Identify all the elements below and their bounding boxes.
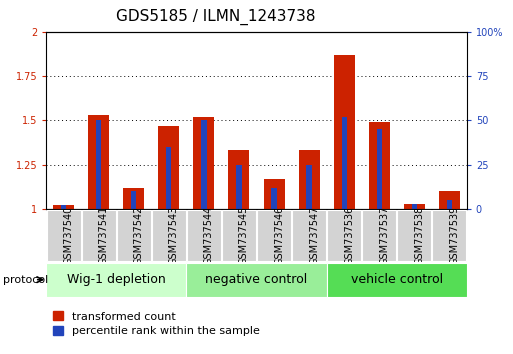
Bar <box>342 117 347 209</box>
FancyBboxPatch shape <box>82 210 115 261</box>
Bar <box>264 179 285 209</box>
Text: negative control: negative control <box>205 273 308 286</box>
FancyBboxPatch shape <box>186 263 327 297</box>
Bar <box>193 117 214 209</box>
FancyBboxPatch shape <box>432 210 466 261</box>
Bar <box>123 188 144 209</box>
FancyBboxPatch shape <box>327 210 361 261</box>
Bar <box>88 115 109 209</box>
Bar <box>404 204 425 209</box>
Bar <box>299 150 320 209</box>
FancyBboxPatch shape <box>257 210 291 261</box>
Bar <box>201 120 207 209</box>
FancyBboxPatch shape <box>47 210 81 261</box>
Bar <box>159 126 180 209</box>
Text: GSM737545: GSM737545 <box>239 206 249 265</box>
Text: GSM737540: GSM737540 <box>64 206 74 265</box>
Bar <box>53 205 74 209</box>
Bar <box>61 205 66 209</box>
Bar <box>411 204 417 209</box>
Text: GSM737539: GSM737539 <box>449 206 459 265</box>
Bar <box>236 165 242 209</box>
Text: GSM737537: GSM737537 <box>379 206 389 265</box>
FancyBboxPatch shape <box>152 210 186 261</box>
FancyBboxPatch shape <box>362 210 396 261</box>
Text: Wig-1 depletion: Wig-1 depletion <box>67 273 166 286</box>
FancyBboxPatch shape <box>46 263 186 297</box>
Bar <box>306 165 312 209</box>
Text: GSM737547: GSM737547 <box>309 206 319 265</box>
Bar <box>369 122 390 209</box>
Bar <box>96 120 102 209</box>
FancyBboxPatch shape <box>187 210 221 261</box>
Legend: transformed count, percentile rank within the sample: transformed count, percentile rank withi… <box>52 310 261 338</box>
Text: GSM737546: GSM737546 <box>274 206 284 265</box>
Text: GSM737543: GSM737543 <box>169 206 179 265</box>
Text: GSM737541: GSM737541 <box>98 206 109 265</box>
Bar <box>166 147 171 209</box>
Text: GSM737536: GSM737536 <box>344 206 354 265</box>
Bar <box>131 191 136 209</box>
Bar <box>439 191 460 209</box>
FancyBboxPatch shape <box>117 210 151 261</box>
Bar <box>447 200 452 209</box>
Bar <box>377 129 382 209</box>
Bar <box>271 188 277 209</box>
Text: vehicle control: vehicle control <box>351 273 443 286</box>
Text: GSM737542: GSM737542 <box>134 206 144 265</box>
Text: GSM737538: GSM737538 <box>414 206 424 265</box>
FancyBboxPatch shape <box>327 263 467 297</box>
Bar <box>333 55 354 209</box>
Text: GSM737544: GSM737544 <box>204 206 214 265</box>
Text: protocol: protocol <box>3 275 48 285</box>
Text: GDS5185 / ILMN_1243738: GDS5185 / ILMN_1243738 <box>116 9 315 25</box>
Bar <box>228 150 249 209</box>
FancyBboxPatch shape <box>398 210 431 261</box>
FancyBboxPatch shape <box>222 210 256 261</box>
FancyBboxPatch shape <box>292 210 326 261</box>
